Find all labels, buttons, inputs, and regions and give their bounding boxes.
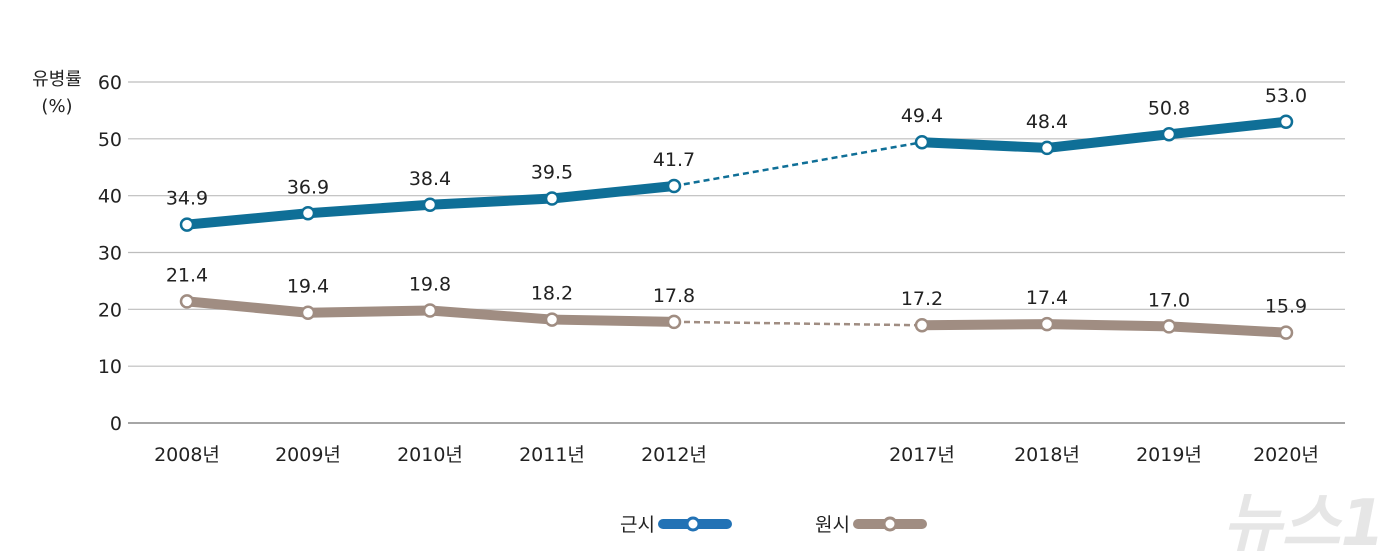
y-tick-label: 20 [98, 299, 122, 321]
data-label: 41.7 [653, 149, 695, 171]
data-point [1161, 319, 1177, 334]
data-label: 17.8 [653, 285, 695, 307]
data-point [544, 312, 560, 327]
data-label: 39.5 [531, 162, 573, 184]
y-tick-label: 50 [98, 129, 122, 151]
data-point [422, 197, 438, 213]
data-point [666, 314, 682, 330]
data-point [1039, 316, 1055, 332]
legend-item-myopia: 근시 [620, 510, 733, 537]
data-point [666, 178, 682, 194]
data-label: 17.0 [1148, 289, 1190, 311]
x-tick-label: 2008년 [154, 444, 220, 466]
data-label: 21.4 [166, 264, 208, 286]
data-point [300, 305, 316, 320]
series-gap-dashed-line [673, 320, 923, 327]
data-label: 18.2 [531, 283, 573, 305]
x-tick-label: 2011년 [519, 444, 585, 466]
data-point [179, 217, 195, 232]
x-tick-label: 2010년 [397, 444, 463, 466]
x-tick-label: 2009년 [275, 444, 341, 466]
data-label: 17.4 [1026, 287, 1068, 309]
y-tick-label: 60 [98, 72, 122, 94]
data-label: 53.0 [1265, 85, 1307, 107]
y-axis-label: 유병률 (%) [22, 66, 92, 120]
x-tick-label: 2019년 [1136, 444, 1202, 466]
y-tick-label: 10 [98, 356, 122, 378]
data-point [1161, 127, 1177, 142]
data-label: 17.2 [901, 288, 943, 310]
x-tick-label: 2020년 [1253, 444, 1319, 466]
data-label: 36.9 [287, 176, 329, 198]
data-point [914, 317, 930, 333]
data-point [1278, 325, 1294, 340]
y-axis-label-unit: (%) [41, 96, 73, 117]
data-label: 15.9 [1265, 296, 1307, 318]
legend-item-hyperopia: 원시 [815, 510, 928, 537]
data-point [179, 294, 195, 309]
data-label: 19.4 [287, 276, 329, 298]
y-tick-label: 40 [98, 186, 122, 208]
data-point [914, 134, 930, 150]
legend-swatch-icon [852, 516, 927, 531]
y-tick-label: 0 [110, 413, 122, 435]
series-line-1 [917, 319, 1291, 338]
data-label: 50.8 [1148, 97, 1190, 119]
data-point [544, 191, 560, 206]
x-tick-label: 2018년 [1014, 444, 1080, 466]
data-label: 49.4 [901, 105, 943, 127]
x-tick-label: 2017년 [889, 444, 955, 466]
series-gap-dashed-line [673, 141, 923, 188]
data-point [1039, 140, 1055, 156]
data-point [300, 206, 316, 221]
y-tick-label: 30 [98, 243, 122, 265]
x-tick-label: 2012년 [641, 444, 707, 466]
y-axis-label-line: 유병률 [32, 69, 82, 90]
data-point [422, 303, 438, 318]
data-label: 38.4 [409, 168, 451, 190]
data-label: 48.4 [1026, 111, 1068, 133]
data-point [1278, 114, 1294, 130]
data-label: 19.8 [409, 273, 451, 295]
legend-swatch-icon [657, 516, 732, 531]
legend-label: 원시 [815, 514, 850, 536]
series-line-0 [917, 116, 1291, 153]
legend-label: 근시 [620, 514, 655, 536]
data-label: 34.9 [166, 188, 208, 210]
watermark-logo: 뉴스1 [1223, 487, 1385, 551]
